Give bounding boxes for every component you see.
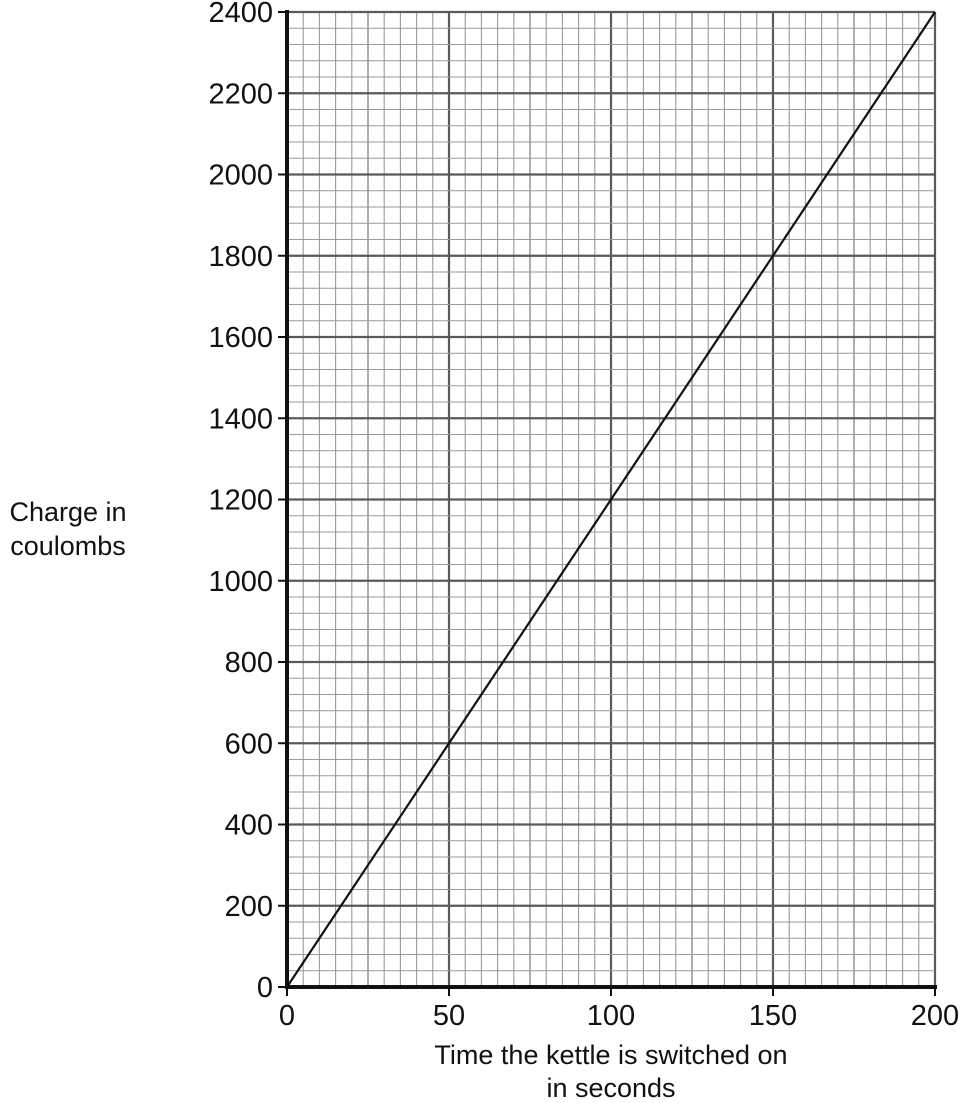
y-tick-label: 0 bbox=[257, 972, 273, 1004]
y-axis-title-line-2: coulombs bbox=[10, 531, 126, 561]
y-tick-label: 2400 bbox=[208, 0, 273, 29]
x-tick-label: 0 bbox=[279, 1000, 295, 1032]
y-tick-label: 1200 bbox=[208, 485, 273, 517]
series bbox=[286, 11, 936, 988]
y-axis-title: Charge in coulombs bbox=[9, 497, 126, 561]
y-tick-label: 200 bbox=[225, 891, 273, 923]
y-tick-label: 400 bbox=[225, 810, 273, 842]
y-tick-label: 2200 bbox=[208, 78, 273, 110]
x-axis-title: Time the kettle is switched on in second… bbox=[434, 1040, 787, 1103]
y-tick-label: 800 bbox=[225, 647, 273, 679]
y-tick-label: 1400 bbox=[208, 403, 273, 435]
axes bbox=[278, 10, 937, 996]
series-line bbox=[286, 11, 936, 988]
x-tick-label: 200 bbox=[911, 1000, 959, 1032]
x-axis-title-line-2: in seconds bbox=[546, 1073, 675, 1103]
x-tick-label: 150 bbox=[749, 1000, 797, 1032]
x-tick-label: 50 bbox=[433, 1000, 465, 1032]
y-tick-label: 1000 bbox=[208, 566, 273, 598]
y-tick-labels: 0 200 400 600 800 1000 1200 1400 1600 1800 2000 220… bbox=[208, 0, 273, 1004]
grid bbox=[285, 10, 937, 989]
x-axis-title-line-1: Time the kettle is switched on bbox=[434, 1040, 787, 1070]
x-tick-labels: 0 50 100 150 200 bbox=[279, 1000, 959, 1032]
y-axis-title-line-1: Charge in bbox=[9, 497, 126, 527]
y-tick-label: 2000 bbox=[208, 160, 273, 192]
x-tick-label: 100 bbox=[587, 1000, 635, 1032]
y-tick-label: 1600 bbox=[208, 322, 273, 354]
y-tick-label: 1800 bbox=[208, 241, 273, 273]
y-tick-label: 600 bbox=[225, 728, 273, 760]
